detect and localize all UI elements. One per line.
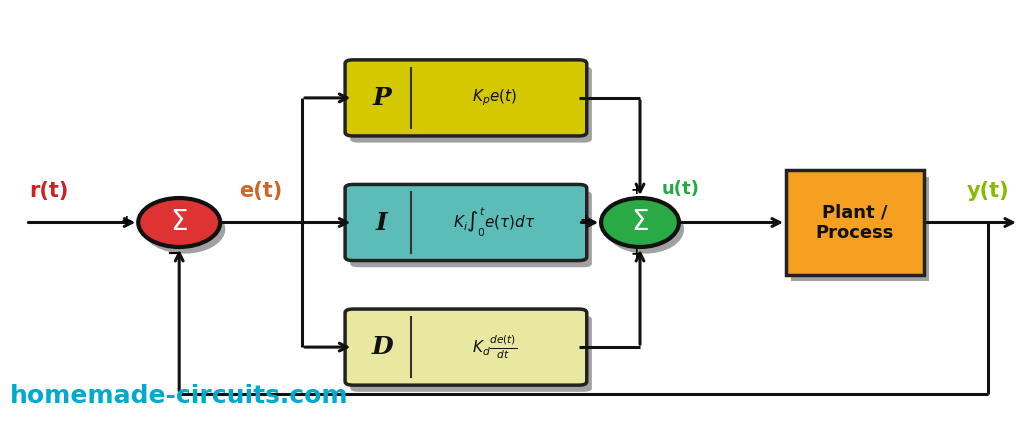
- Text: e(t): e(t): [240, 182, 283, 201]
- Text: +: +: [630, 183, 642, 197]
- Ellipse shape: [606, 205, 684, 254]
- Text: −: −: [167, 245, 181, 263]
- Ellipse shape: [138, 198, 220, 247]
- Text: $K_i\int_0^{t} e(\tau)d\tau$: $K_i\int_0^{t} e(\tau)d\tau$: [454, 206, 536, 239]
- FancyBboxPatch shape: [350, 191, 592, 267]
- Text: D: D: [371, 335, 393, 359]
- FancyBboxPatch shape: [350, 316, 592, 392]
- Text: +: +: [580, 213, 592, 227]
- Text: r(t): r(t): [30, 182, 69, 201]
- Text: y(t): y(t): [967, 182, 1010, 201]
- Text: I: I: [376, 210, 388, 235]
- FancyBboxPatch shape: [350, 66, 592, 142]
- FancyBboxPatch shape: [345, 185, 587, 261]
- Text: $K_p e(t)$: $K_p e(t)$: [472, 88, 517, 108]
- Bar: [791, 177, 930, 282]
- Text: u(t): u(t): [663, 180, 699, 198]
- Text: Plant /
Process: Plant / Process: [816, 203, 894, 242]
- FancyBboxPatch shape: [345, 309, 587, 385]
- Ellipse shape: [601, 198, 679, 247]
- Text: +: +: [630, 247, 642, 261]
- Text: $\Sigma$: $\Sigma$: [170, 209, 188, 236]
- Text: P: P: [373, 86, 391, 110]
- Text: +: +: [120, 214, 132, 228]
- Bar: [786, 170, 924, 275]
- FancyBboxPatch shape: [345, 60, 587, 136]
- Text: $\Sigma$: $\Sigma$: [631, 209, 649, 236]
- Ellipse shape: [143, 205, 225, 254]
- Text: $K_d\frac{de(t)}{dt}$: $K_d\frac{de(t)}{dt}$: [472, 333, 517, 361]
- Text: homemade-circuits.com: homemade-circuits.com: [10, 384, 349, 408]
